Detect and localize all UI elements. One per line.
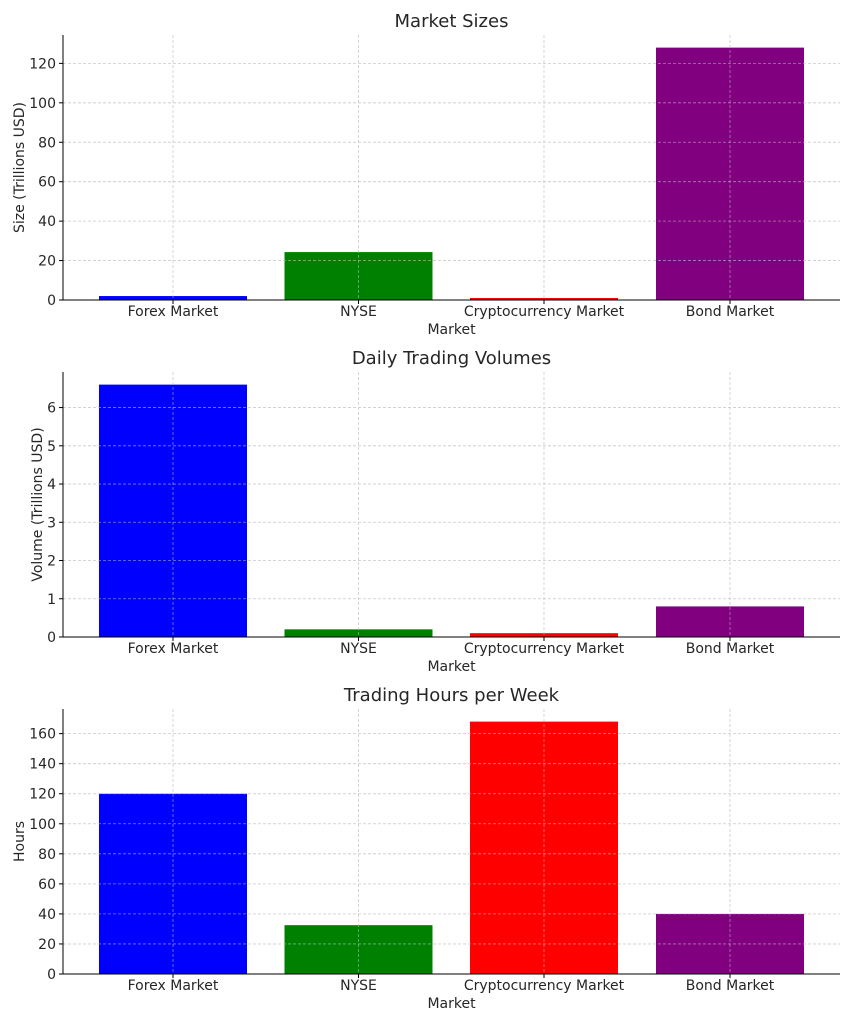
bar-cryptocurrency-market — [470, 633, 618, 637]
y-tick-label: 60 — [38, 175, 56, 191]
x-tick-label: Bond Market — [686, 978, 775, 994]
y-tick-label: 120 — [29, 56, 56, 72]
x-tick-label: NYSE — [340, 978, 377, 994]
x-tick-label: NYSE — [340, 641, 377, 657]
x-tick-label: NYSE — [340, 304, 377, 320]
chart-panel-1: 0 20 40 60 80 100 120 Forex Market NYSE Cryptocur… — [12, 11, 840, 338]
x-axis-label: Market — [427, 322, 476, 338]
x-axis-label: Market — [427, 996, 476, 1012]
chart-title: Daily Trading Volumes — [352, 348, 551, 369]
bar-cryptocurrency-market — [470, 298, 618, 300]
x-tick-label: Cryptocurrency Market — [464, 978, 625, 994]
chart-panel-2: 0 1 2 3 4 5 6 Forex Market NYSE Cryptocurrency Ma… — [30, 348, 840, 675]
y-tick-label: 4 — [47, 477, 56, 493]
x-tick-label: Bond Market — [686, 304, 775, 320]
x-axis-label: Market — [427, 659, 476, 675]
y-tick-label: 80 — [38, 847, 56, 863]
y-tick-label: 40 — [38, 214, 56, 230]
y-tick-label: 140 — [29, 757, 56, 773]
y-tick-label: 0 — [47, 293, 56, 309]
y-tick-label: 3 — [47, 515, 56, 531]
y-axis-label: Hours — [12, 821, 28, 862]
bar-forex-market — [99, 296, 247, 300]
y-tick-label: 20 — [38, 937, 56, 953]
chart-title: Trading Hours per Week — [343, 685, 560, 706]
y-tick-label: 1 — [47, 592, 56, 608]
x-tick-label: Forex Market — [128, 978, 219, 994]
y-tick-label: 60 — [38, 877, 56, 893]
x-tick-label: Forex Market — [128, 641, 219, 657]
y-tick-label: 6 — [47, 401, 56, 417]
chart-panel-3: 0 20 40 60 80 100 120 140 160 Forex Market NYSE Cry… — [12, 685, 840, 1012]
y-tick-label: 0 — [47, 630, 56, 646]
y-tick-label: 100 — [29, 96, 56, 112]
x-tick-label: Bond Market — [686, 641, 775, 657]
y-tick-label: 160 — [29, 727, 56, 743]
x-tick-label: Forex Market — [128, 304, 219, 320]
y-tick-label: 5 — [47, 439, 56, 455]
y-axis-label: Size (Trillions USD) — [12, 102, 28, 233]
chart-title: Market Sizes — [395, 11, 509, 32]
y-tick-label: 100 — [29, 817, 56, 833]
y-tick-label: 0 — [47, 967, 56, 983]
y-axis-label: Volume (Trillions USD) — [30, 427, 46, 581]
y-tick-label: 20 — [38, 254, 56, 270]
x-tick-label: Cryptocurrency Market — [464, 304, 625, 320]
y-tick-label: 2 — [47, 554, 56, 570]
y-tick-label: 80 — [38, 135, 56, 151]
y-tick-label: 40 — [38, 907, 56, 923]
y-tick-label: 120 — [29, 787, 56, 803]
bar-bond-market — [656, 606, 804, 637]
x-tick-label: Cryptocurrency Market — [464, 641, 625, 657]
